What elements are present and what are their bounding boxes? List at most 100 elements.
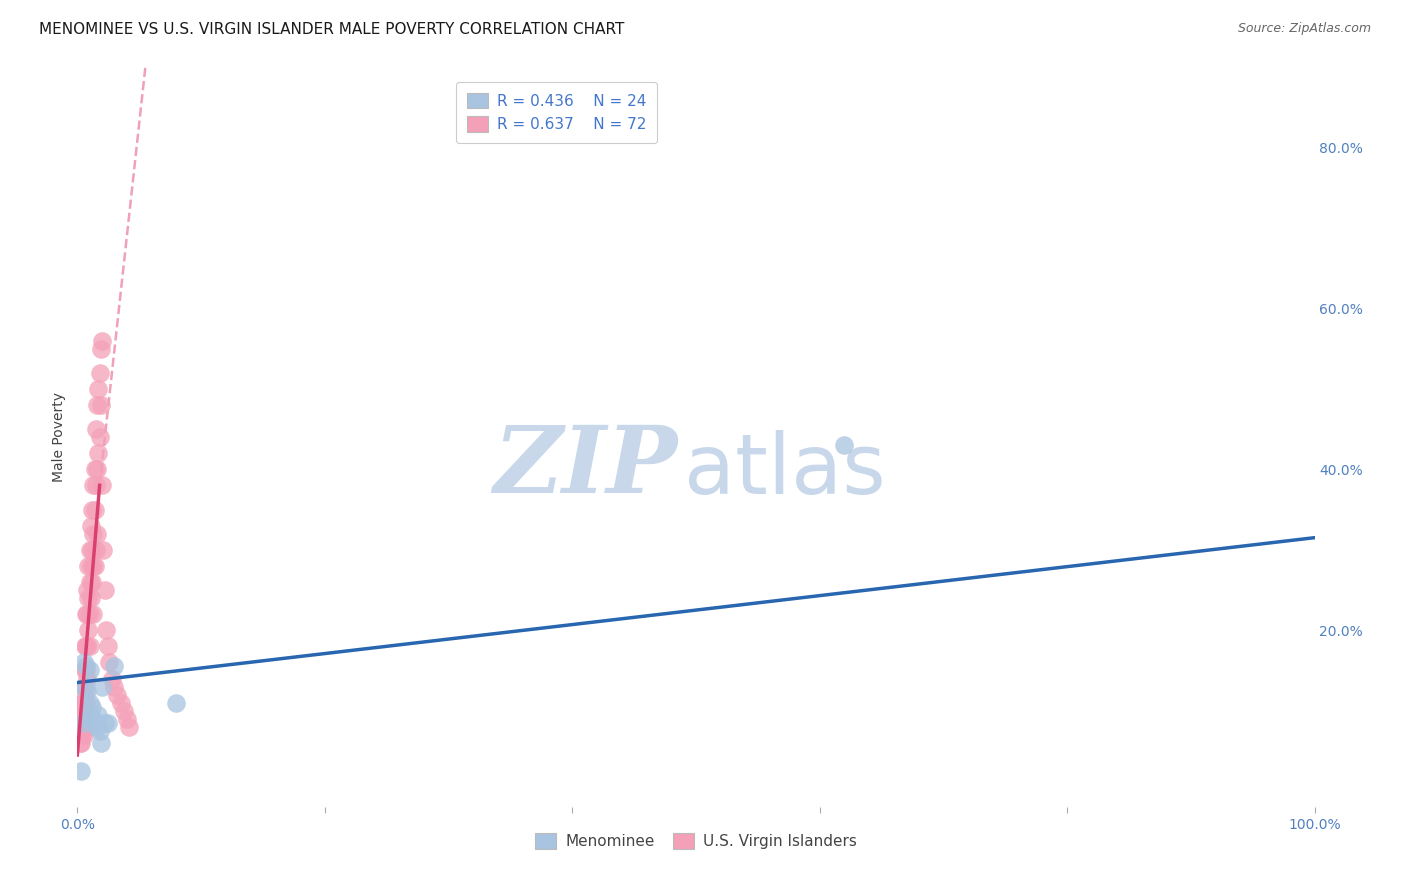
Point [72,696,94,710]
Point [72,696,94,710]
Point [70,736,93,750]
Point [86,720,108,734]
Point [82,699,104,714]
Point [73,664,96,678]
Point [97,715,120,730]
Point [70,712,93,726]
Point [89,430,111,444]
Point [94,624,117,638]
Legend: Menominee, U.S. Virgin Islanders: Menominee, U.S. Virgin Islanders [529,827,863,855]
Point [80,707,103,722]
Point [834,438,856,452]
Point [77,712,100,726]
Point [101,672,124,686]
Point [84,422,107,436]
Point [82,502,104,516]
Y-axis label: Male Poverty: Male Poverty [52,392,66,482]
Point [72,680,94,694]
Point [84,715,107,730]
Point [75,696,97,710]
Point [86,526,108,541]
Text: Source: ZipAtlas.com: Source: ZipAtlas.com [1237,22,1371,36]
Point [89,366,111,380]
Point [75,640,97,654]
Point [82,712,104,726]
Point [79,542,101,557]
Point [79,664,101,678]
Point [77,558,100,573]
Point [70,720,93,734]
Point [70,764,93,778]
Point [76,582,98,597]
Point [82,574,104,589]
Point [105,688,128,702]
Point [72,715,94,730]
Point [75,664,97,678]
Point [76,672,98,686]
Point [79,574,101,589]
Point [97,640,120,654]
Point [93,582,115,597]
Point [79,640,101,654]
Point [82,526,104,541]
Point [70,704,93,718]
Point [115,712,138,726]
Point [91,478,114,492]
Point [72,712,94,726]
Point [87,707,110,722]
Point [103,680,125,694]
Point [76,640,98,654]
Point [82,478,104,492]
Point [84,542,107,557]
Point [80,591,103,605]
Point [91,680,114,694]
Point [93,715,115,730]
Point [90,398,112,412]
Point [82,542,104,557]
Point [112,704,135,718]
Point [90,736,112,750]
Point [73,704,96,718]
Point [76,683,98,698]
Point [86,398,108,412]
Point [83,558,105,573]
Text: atlas: atlas [683,430,886,511]
Point [79,607,101,621]
Point [98,656,121,670]
Point [89,723,111,738]
Point [118,720,141,734]
Point [73,688,96,702]
Point [90,342,112,356]
Point [77,591,100,605]
Point [83,718,105,732]
Point [72,728,94,742]
Point [69,736,91,750]
Point [72,712,94,726]
Point [82,607,104,621]
Point [73,720,96,734]
Point [86,462,108,476]
Point [75,607,97,621]
Point [110,696,132,710]
Point [91,334,114,348]
Point [77,624,100,638]
Text: ZIP: ZIP [494,422,678,512]
Point [83,462,105,476]
Point [72,728,94,742]
Point [75,659,97,673]
Point [83,502,105,516]
Point [73,680,96,694]
Text: MENOMINEE VS U.S. VIRGIN ISLANDER MALE POVERTY CORRELATION CHART: MENOMINEE VS U.S. VIRGIN ISLANDER MALE P… [39,22,624,37]
Point [73,640,96,654]
Point [84,478,107,492]
Point [87,446,110,460]
Point [91,542,114,557]
Point [76,607,98,621]
Point [165,696,187,710]
Point [80,558,103,573]
Point [103,659,125,673]
Point [69,728,91,742]
Point [82,558,104,573]
Point [72,656,94,670]
Point [87,382,110,396]
